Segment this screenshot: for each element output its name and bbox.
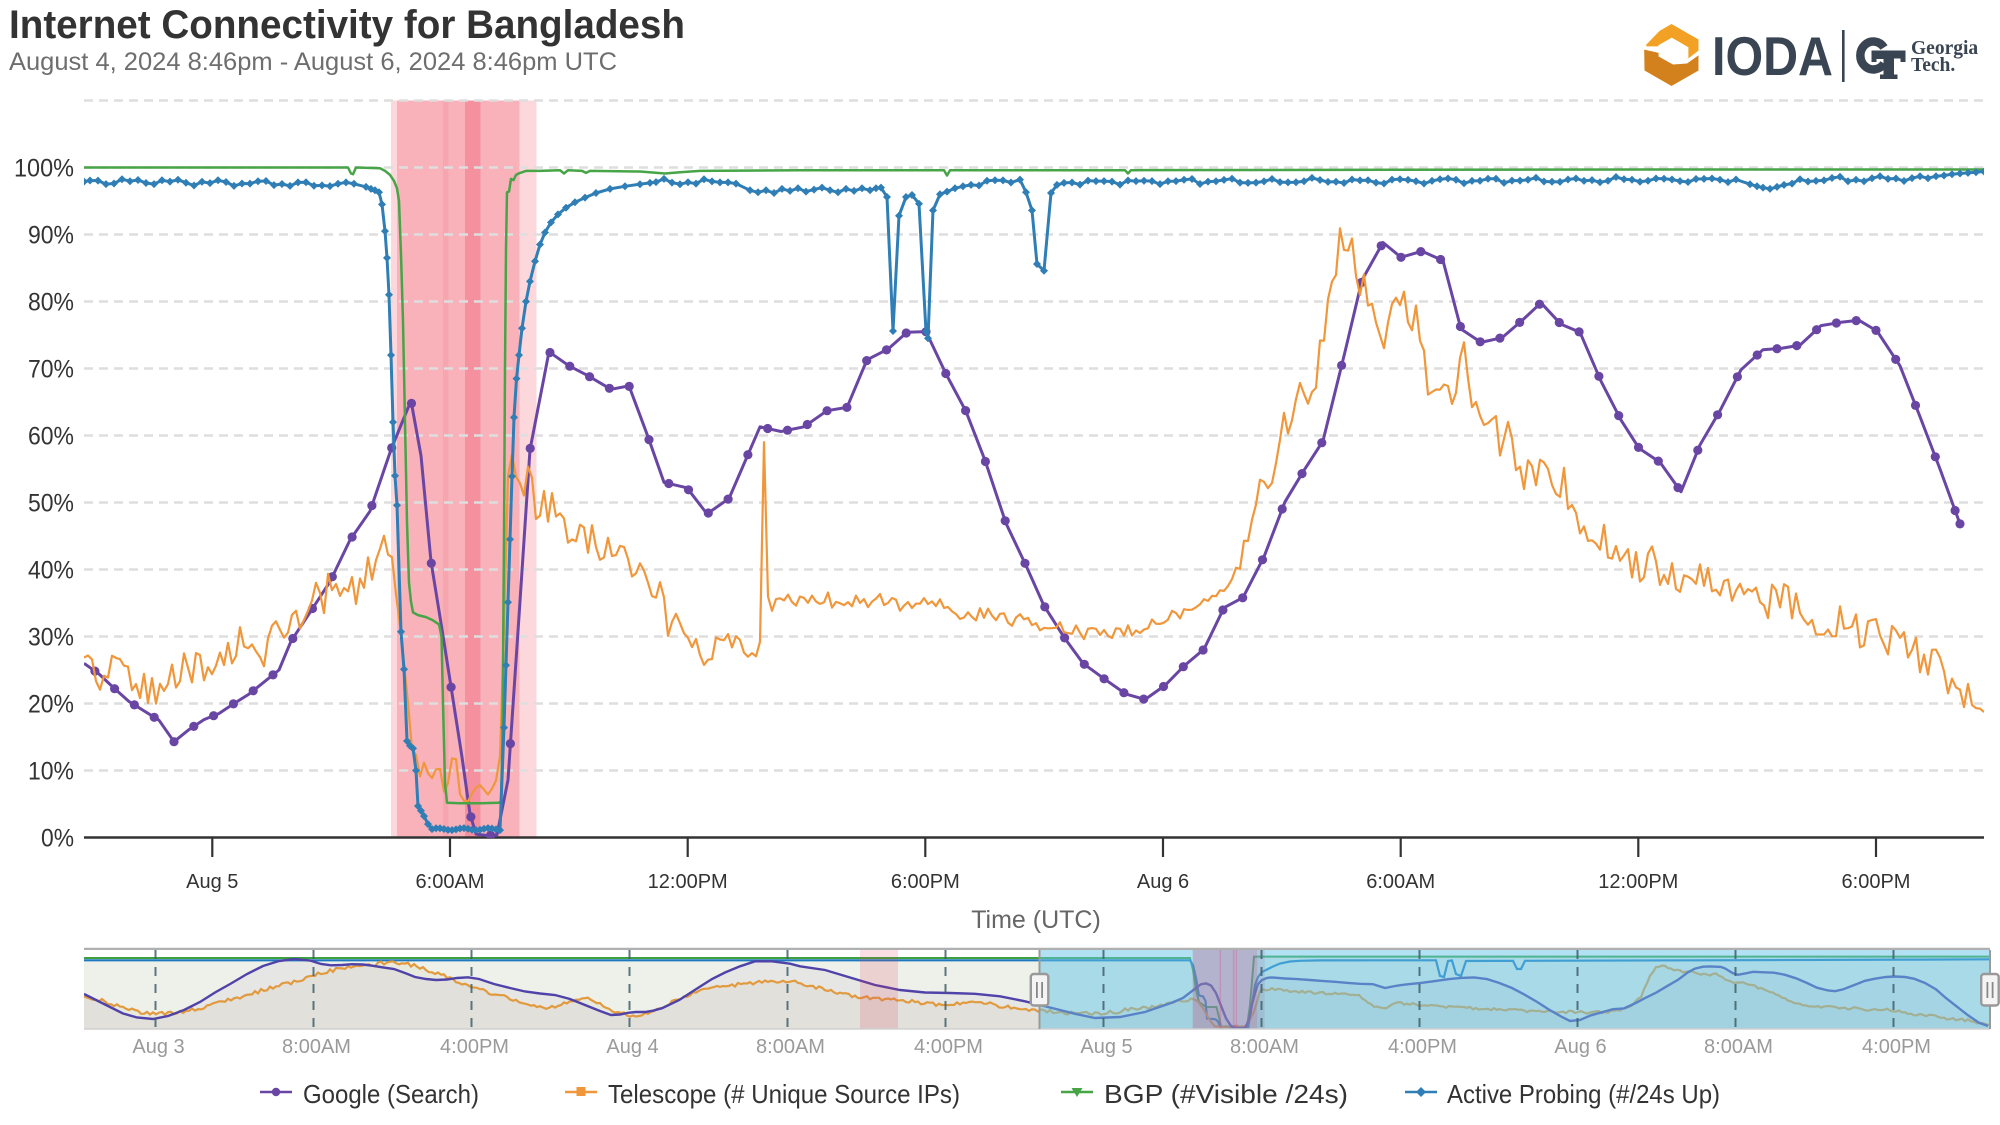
svg-text:4:00PM: 4:00PM: [1388, 1036, 1457, 1058]
svg-text:BGP (#Visible /24s): BGP (#Visible /24s): [1104, 1079, 1348, 1109]
svg-text:Aug 5: Aug 5: [186, 871, 238, 893]
svg-text:Time (UTC): Time (UTC): [971, 906, 1101, 934]
svg-text:80%: 80%: [28, 289, 74, 317]
svg-text:August 4, 2024 8:46pm - August: August 4, 2024 8:46pm - August 6, 2024 8…: [9, 48, 617, 76]
svg-text:Georgia: Georgia: [1911, 38, 1978, 59]
svg-text:Aug 4: Aug 4: [606, 1036, 658, 1058]
svg-text:20%: 20%: [28, 691, 74, 719]
svg-text:12:00PM: 12:00PM: [1598, 871, 1678, 893]
svg-text:30%: 30%: [28, 624, 74, 652]
svg-text:70%: 70%: [28, 356, 74, 384]
svg-text:Active Probing (#/24s Up): Active Probing (#/24s Up): [1447, 1079, 1720, 1109]
svg-text:Internet Connectivity for Bang: Internet Connectivity for Bangladesh: [9, 3, 685, 47]
svg-text:8:00AM: 8:00AM: [282, 1036, 351, 1058]
svg-text:50%: 50%: [28, 490, 74, 518]
svg-text:Google (Search): Google (Search): [303, 1079, 479, 1109]
svg-text:8:00AM: 8:00AM: [1230, 1036, 1299, 1058]
svg-text:0%: 0%: [41, 825, 74, 853]
svg-text:IODA: IODA: [1712, 25, 1833, 87]
svg-text:60%: 60%: [28, 423, 74, 451]
svg-text:6:00PM: 6:00PM: [891, 871, 960, 893]
svg-text:Aug 5: Aug 5: [1080, 1036, 1132, 1058]
svg-text:6:00AM: 6:00AM: [1366, 871, 1435, 893]
svg-text:6:00AM: 6:00AM: [416, 871, 485, 893]
svg-text:4:00PM: 4:00PM: [914, 1036, 983, 1058]
svg-text:Telescope (# Unique Source IPs: Telescope (# Unique Source IPs): [608, 1079, 960, 1109]
svg-text:Tech.: Tech.: [1911, 55, 1955, 76]
svg-text:6:00PM: 6:00PM: [1842, 871, 1911, 893]
svg-text:10%: 10%: [28, 758, 74, 786]
svg-text:Aug 3: Aug 3: [132, 1036, 184, 1058]
svg-text:100%: 100%: [14, 155, 74, 183]
svg-text:8:00AM: 8:00AM: [756, 1036, 825, 1058]
svg-text:Aug 6: Aug 6: [1554, 1036, 1606, 1058]
svg-text:4:00PM: 4:00PM: [1862, 1036, 1931, 1058]
svg-text:Aug 6: Aug 6: [1137, 871, 1189, 893]
svg-text:40%: 40%: [28, 557, 74, 585]
svg-text:8:00AM: 8:00AM: [1704, 1036, 1773, 1058]
svg-text:90%: 90%: [28, 222, 74, 250]
svg-text:12:00PM: 12:00PM: [648, 871, 728, 893]
svg-text:4:00PM: 4:00PM: [440, 1036, 509, 1058]
